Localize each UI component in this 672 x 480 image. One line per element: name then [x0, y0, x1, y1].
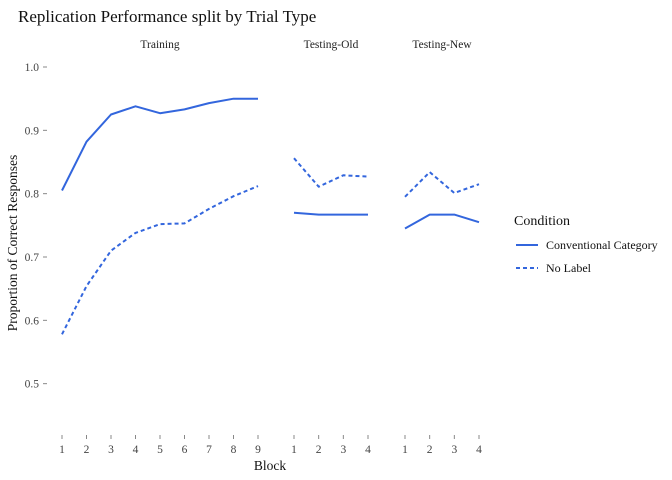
x-tick-label: 2 — [84, 444, 90, 456]
data-point-no-label — [86, 285, 88, 287]
x-tick-label: 3 — [340, 444, 346, 456]
data-point-conventional-category — [135, 105, 137, 107]
data-point-conventional-category — [453, 214, 455, 216]
panel-strip-label: Testing-New — [412, 39, 472, 51]
data-point-no-label — [257, 185, 259, 187]
data-point-no-label — [184, 222, 186, 224]
series-line-conventional-category — [61, 97, 258, 191]
data-point-conventional-category — [208, 102, 210, 104]
data-point-no-label — [135, 232, 137, 234]
panel-testing-old: Testing-Old 1 2 3 4 — [291, 39, 371, 456]
y-tick-label: 0.9 — [25, 125, 40, 137]
x-axis-label: Block — [254, 458, 286, 473]
data-point-conventional-category — [293, 212, 295, 214]
data-point-conventional-category — [110, 114, 112, 116]
y-tick-label: 0.7 — [25, 252, 40, 264]
legend-title: Condition — [514, 214, 570, 229]
x-tick-label: 2 — [427, 444, 433, 456]
panel-strip-label: Testing-Old — [304, 39, 359, 51]
series-line-conventional-category — [293, 211, 368, 216]
y-tick-label: 0.5 — [25, 379, 40, 391]
data-point-no-label — [233, 195, 235, 197]
y-tick-label: 0.8 — [25, 189, 40, 201]
data-point-no-label — [208, 208, 210, 210]
x-tick-label: 2 — [316, 444, 322, 456]
data-point-no-label — [110, 250, 112, 252]
x-tick-label: 7 — [206, 444, 212, 456]
data-point-conventional-category — [61, 190, 63, 192]
data-point-no-label — [404, 196, 406, 198]
data-point-conventional-category — [367, 214, 369, 216]
x-tick-label: 3 — [451, 444, 457, 456]
chart-legend: Condition Conventional Category No Label — [514, 214, 658, 275]
x-tick-label: 4 — [476, 444, 482, 456]
series-line-no-label — [404, 171, 480, 198]
x-tick-label: 4 — [133, 444, 139, 456]
data-point-conventional-category — [478, 221, 480, 223]
chart-title: Replication Performance split by Trial T… — [18, 7, 316, 26]
legend-label-conventional-category: Conventional Category — [546, 238, 658, 252]
x-tick-label: 1 — [291, 444, 297, 456]
data-point-no-label — [429, 171, 431, 173]
data-point-conventional-category — [404, 228, 406, 230]
x-tick-label: 8 — [231, 444, 237, 456]
x-tick-label: 1 — [59, 444, 65, 456]
panel-strip-label: Training — [140, 39, 179, 51]
panel-training: Training 1 2 3 4 5 6 7 8 9 — [59, 39, 261, 456]
x-tick-label: 1 — [402, 444, 408, 456]
x-tick-label: 4 — [365, 444, 371, 456]
data-point-no-label — [478, 183, 480, 185]
y-axis: 0.5 0.6 0.7 0.8 0.9 1.0 — [25, 62, 47, 391]
panel-testing-new: Testing-New 1 2 3 4 — [402, 39, 482, 456]
data-point-no-label — [318, 186, 320, 188]
legend-label-no-label: No Label — [546, 261, 592, 275]
series-line-conventional-category — [404, 213, 480, 230]
data-point-conventional-category — [184, 108, 186, 110]
x-tick-label: 5 — [157, 444, 163, 456]
data-point-conventional-category — [86, 141, 88, 143]
data-point-no-label — [293, 157, 295, 159]
y-tick-label: 1.0 — [25, 62, 40, 74]
data-point-conventional-category — [159, 112, 161, 114]
x-tick-label: 9 — [255, 444, 261, 456]
series-line-no-label — [61, 185, 259, 335]
data-point-conventional-category — [233, 98, 235, 100]
data-point-conventional-category — [257, 98, 259, 100]
data-point-conventional-category — [342, 214, 344, 216]
x-tick-label: 3 — [108, 444, 114, 456]
y-axis-label: Proportion of Correct Responses — [5, 155, 20, 332]
data-point-no-label — [159, 223, 161, 225]
series-line-no-label — [293, 157, 369, 188]
data-point-no-label — [367, 176, 369, 178]
y-tick-label: 0.6 — [25, 315, 40, 327]
data-point-conventional-category — [429, 214, 431, 216]
data-point-no-label — [453, 192, 455, 194]
data-point-no-label — [342, 174, 344, 176]
x-tick-label: 6 — [182, 444, 188, 456]
data-point-conventional-category — [318, 214, 320, 216]
data-point-no-label — [61, 333, 63, 335]
